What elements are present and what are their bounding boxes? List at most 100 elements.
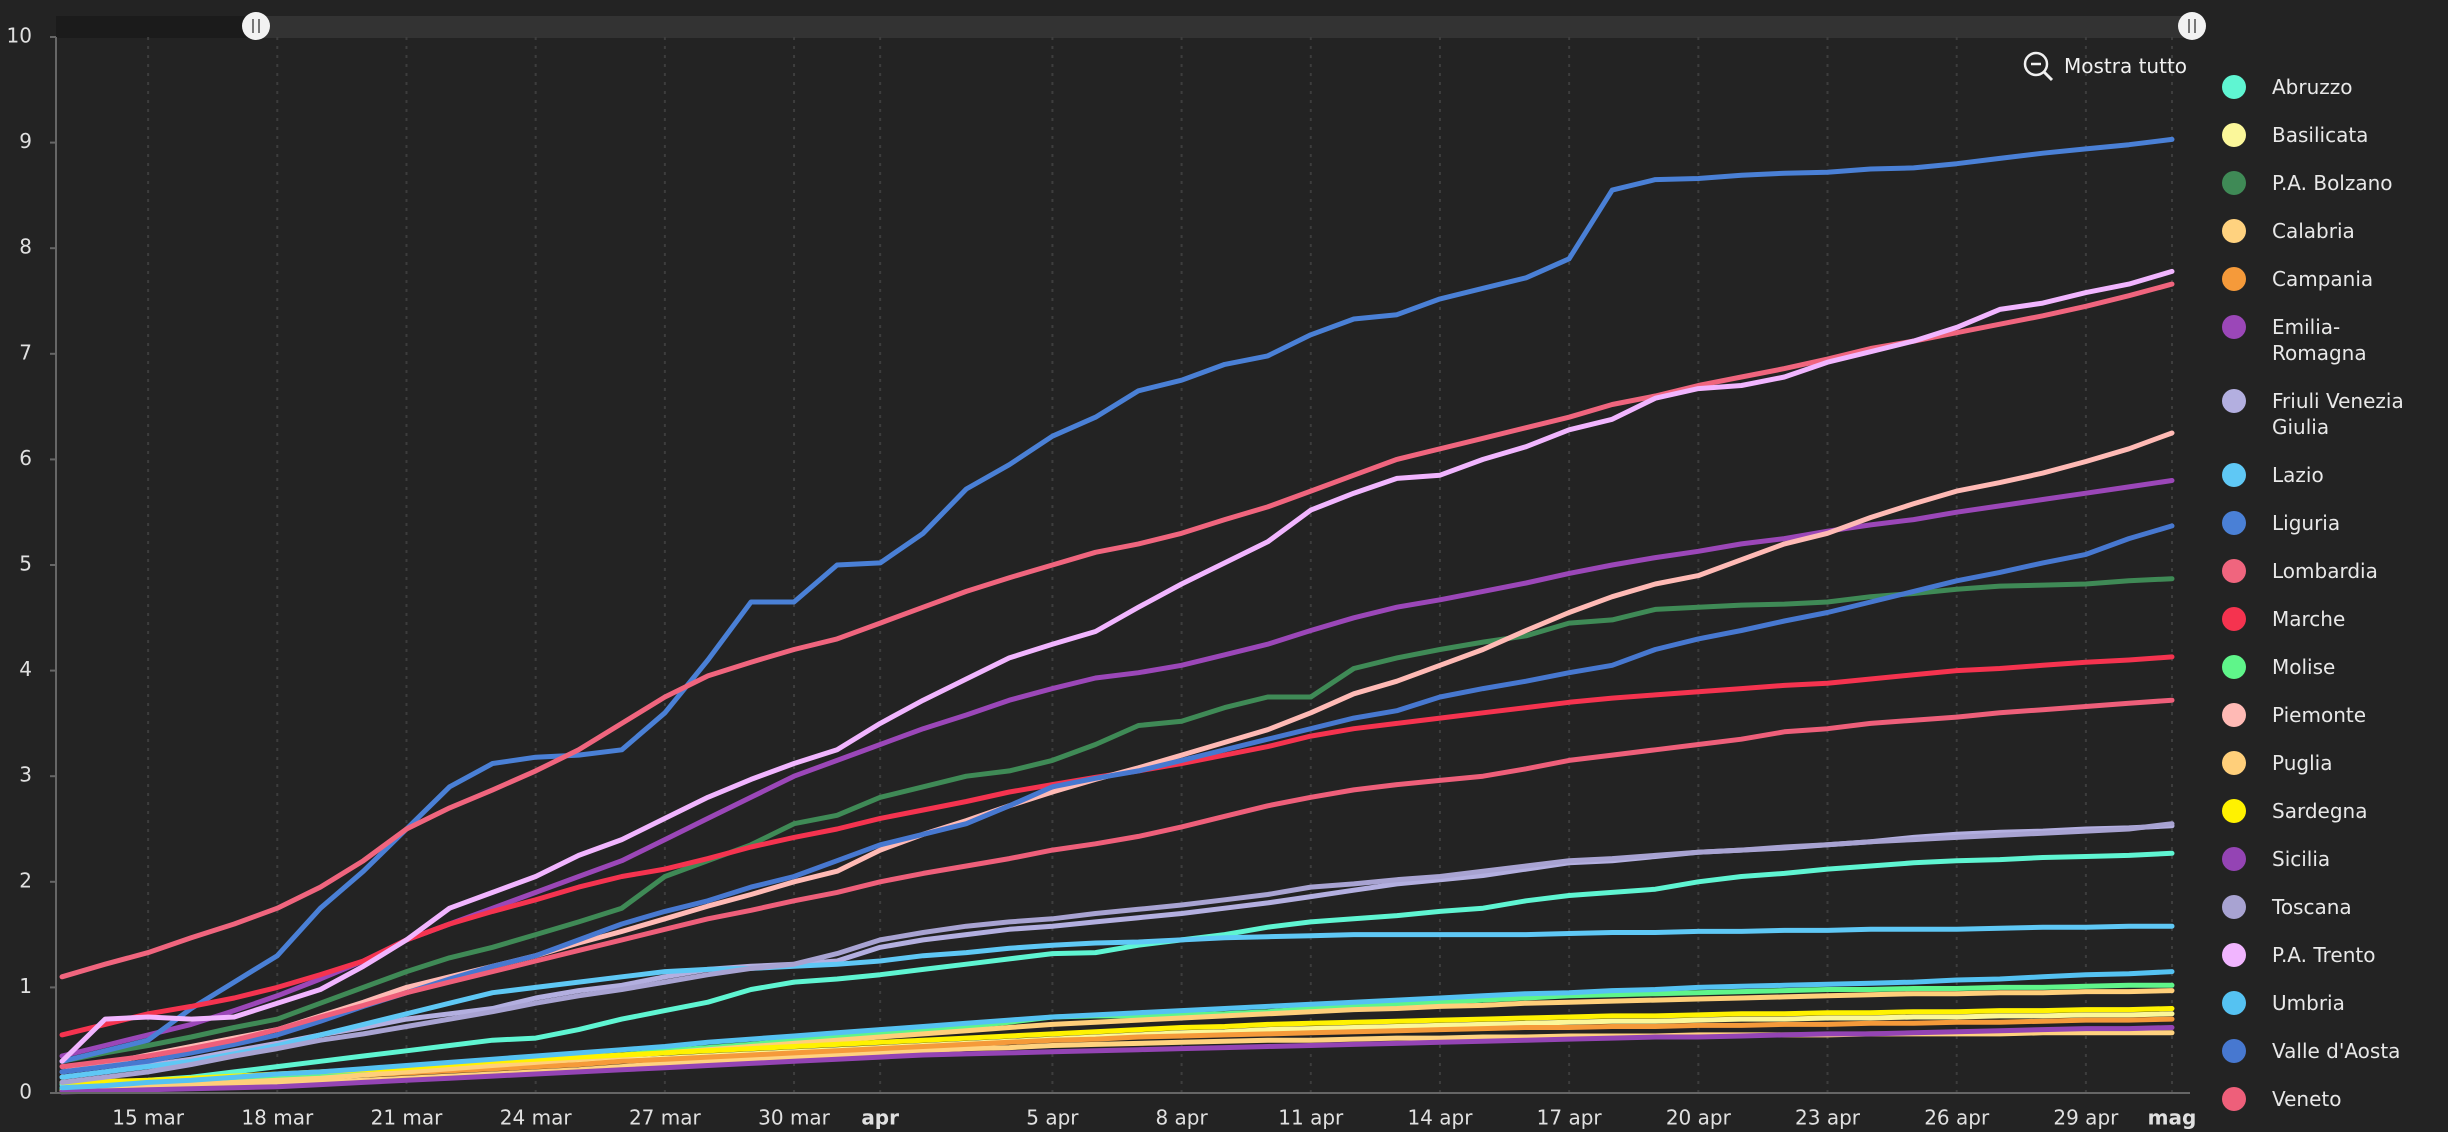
- plot-area: [59, 37, 2175, 1095]
- legend-swatch: [2222, 1087, 2246, 1111]
- legend-item[interactable]: Lombardia: [2222, 547, 2444, 595]
- legend-item[interactable]: P.A. Trento: [2222, 931, 2444, 979]
- legend-label: Veneto: [2272, 1087, 2342, 1111]
- legend-label: Sardegna: [2272, 799, 2368, 823]
- x-tick-label: 15 mar: [112, 1106, 185, 1130]
- legend-swatch: [2222, 315, 2246, 339]
- legend-swatch: [2222, 943, 2246, 967]
- legend-item[interactable]: Abruzzo: [2222, 63, 2444, 111]
- x-tick-label: 8 apr: [1155, 1106, 1208, 1130]
- x-tick-label: 18 mar: [241, 1106, 314, 1130]
- legend-item[interactable]: Piemonte: [2222, 691, 2444, 739]
- series-line: [59, 850, 2175, 1088]
- legend-label: Liguria: [2272, 511, 2341, 535]
- legend-label: Emilia-Romagna: [2272, 315, 2367, 365]
- slider-handle[interactable]: [2178, 12, 2206, 40]
- legend-swatch: [2222, 123, 2246, 147]
- y-tick-label: 2: [19, 868, 32, 892]
- legend-label: Calabria: [2272, 219, 2355, 243]
- legend-item[interactable]: Molise: [2222, 643, 2444, 691]
- legend-label: Basilicata: [2272, 123, 2369, 147]
- series-line: [59, 821, 2175, 1085]
- legend-label: Friuli Venezia Giulia: [2272, 389, 2404, 439]
- legend-swatch: [2222, 75, 2246, 99]
- series-line: [59, 576, 2175, 1064]
- y-tick-label: 6: [19, 446, 32, 470]
- x-tick-label: 24 mar: [500, 1106, 573, 1130]
- legend-item[interactable]: Sicilia: [2222, 835, 2444, 883]
- y-tick-label: 7: [19, 340, 32, 364]
- legend-item[interactable]: Sardegna: [2222, 787, 2444, 835]
- legend-item[interactable]: P.A. Bolzano: [2222, 159, 2444, 207]
- x-tick-label: 23 apr: [1795, 1106, 1861, 1130]
- series-line: [59, 1025, 2175, 1095]
- series-line: [59, 969, 2175, 1091]
- legend-swatch: [2222, 607, 2246, 631]
- legend-label: Marche: [2272, 607, 2346, 631]
- legend-item[interactable]: Emilia-Romagna: [2222, 303, 2444, 377]
- series-line: [59, 923, 2175, 1080]
- legend-label: Toscana: [2272, 895, 2352, 919]
- legend-swatch: [2222, 847, 2246, 871]
- legend-item[interactable]: Lazio: [2222, 451, 2444, 499]
- legend-item[interactable]: Veneto: [2222, 1075, 2444, 1123]
- legend-item[interactable]: Valle d'Aosta: [2222, 1027, 2444, 1075]
- legend-label: Abruzzo: [2272, 75, 2353, 99]
- legend-label: P.A. Trento: [2272, 943, 2376, 967]
- series-line: [59, 268, 2175, 1064]
- legend: Abruzzo Basilicata P.A. Bolzano Calabria Cam…: [2222, 63, 2444, 1123]
- legend-swatch: [2222, 703, 2246, 727]
- zoom-reset-label[interactable]: Mostra tutto: [2064, 54, 2188, 78]
- legend-swatch: [2222, 219, 2246, 243]
- legend-label: Molise: [2272, 655, 2336, 679]
- y-tick-label: 0: [19, 1080, 32, 1104]
- legend-label: Puglia: [2272, 751, 2333, 775]
- x-tick-label: 11 apr: [1278, 1106, 1344, 1130]
- legend-item[interactable]: Liguria: [2222, 499, 2444, 547]
- x-tick-label: 29 apr: [2053, 1106, 2119, 1130]
- legend-swatch: [2222, 655, 2246, 679]
- series-line: [59, 478, 2175, 1059]
- x-tick-label: 21 mar: [371, 1106, 444, 1130]
- legend-swatch: [2222, 751, 2246, 775]
- legend-swatch: [2222, 895, 2246, 919]
- x-tick-label: 27 mar: [629, 1106, 702, 1130]
- x-tick-label: apr: [861, 1106, 899, 1130]
- legend-swatch: [2222, 799, 2246, 823]
- legend-label: Campania: [2272, 267, 2374, 291]
- series-line: [59, 697, 2175, 1070]
- legend-item[interactable]: Marche: [2222, 595, 2444, 643]
- legend-swatch: [2222, 171, 2246, 195]
- legend-label: Piemonte: [2272, 703, 2367, 727]
- zoom-icon: [2023, 51, 2054, 82]
- legend-item[interactable]: Puglia: [2222, 739, 2444, 787]
- y-tick-label: 1: [19, 974, 32, 998]
- slider-handle[interactable]: [242, 12, 270, 40]
- legend-label: Valle d'Aosta: [2272, 1039, 2401, 1063]
- legend-item[interactable]: Campania: [2222, 255, 2444, 303]
- series-line: [59, 281, 2175, 980]
- legend-swatch: [2222, 463, 2246, 487]
- legend-swatch: [2222, 267, 2246, 291]
- y-tick-label: 9: [19, 129, 32, 153]
- legend-item[interactable]: Calabria: [2222, 207, 2444, 255]
- legend-swatch: [2222, 991, 2246, 1015]
- zoom-slider[interactable]: [56, 16, 2190, 38]
- series-line: [59, 988, 2175, 1094]
- x-tick-label: 17 apr: [1537, 1106, 1603, 1130]
- series-line: [59, 136, 2175, 1064]
- legend-item[interactable]: Basilicata: [2222, 111, 2444, 159]
- x-tick-label: mag: [2148, 1106, 2197, 1130]
- legend-label: Sicilia: [2272, 847, 2331, 871]
- y-tick-label: 4: [19, 657, 32, 681]
- legend-item[interactable]: Umbria: [2222, 979, 2444, 1027]
- legend-label: Umbria: [2272, 991, 2345, 1015]
- x-tick-label: 14 apr: [1407, 1106, 1473, 1130]
- legend-item[interactable]: Friuli Venezia Giulia: [2222, 377, 2444, 451]
- zoom-reset-button[interactable]: Mostra tutto: [2022, 50, 2187, 82]
- x-tick-label: 5 apr: [1026, 1106, 1079, 1130]
- series-line: [59, 654, 2175, 1038]
- legend-item[interactable]: Toscana: [2222, 883, 2444, 931]
